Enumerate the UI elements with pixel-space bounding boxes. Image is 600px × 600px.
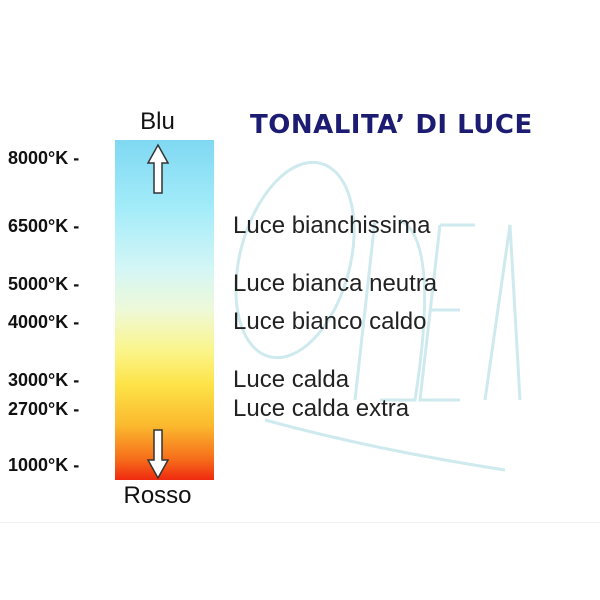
light-description-3000: Luce calda xyxy=(233,366,350,393)
scale-top-label: Blu xyxy=(140,108,175,135)
tick-label-3000: 3000°K - xyxy=(8,370,80,390)
tick-label-5000: 5000°K - xyxy=(8,274,80,294)
tick-label-8000: 8000°K - xyxy=(8,148,80,168)
light-description-2700: Luce calda extra xyxy=(233,395,410,422)
page-title: TONALITA’ DI LUCE xyxy=(250,110,533,140)
divider xyxy=(0,522,600,523)
scale-bottom-label: Rosso xyxy=(123,482,192,509)
arrow-up-icon xyxy=(146,143,170,194)
arrow-down-icon xyxy=(146,429,170,480)
light-description-4000: Luce bianco caldo xyxy=(233,308,427,335)
light-description-5000: Luce bianca neutra xyxy=(233,270,438,297)
tick-label-6500: 6500°K - xyxy=(8,216,80,236)
tick-label-1000: 1000°K - xyxy=(8,455,80,475)
color-temperature-gradient-bar xyxy=(115,140,214,480)
tick-label-2700: 2700°K - xyxy=(8,399,80,419)
tick-label-4000: 4000°K - xyxy=(8,312,80,332)
light-description-6500: Luce bianchissima xyxy=(233,212,431,239)
